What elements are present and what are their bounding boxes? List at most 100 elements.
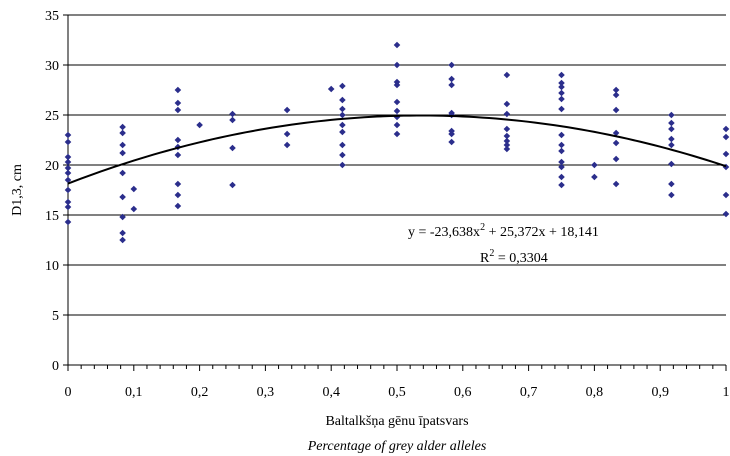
data-point xyxy=(130,185,138,193)
equation-exponent: 2 xyxy=(480,222,485,233)
data-point xyxy=(339,161,346,169)
data-point xyxy=(503,145,511,153)
data-point xyxy=(612,91,620,99)
x-axis-subtitle: Percentage of grey alder alleles xyxy=(307,439,487,454)
data-point xyxy=(174,136,182,144)
data-point xyxy=(503,100,511,108)
data-point xyxy=(119,229,126,237)
data-point xyxy=(722,125,730,133)
data-point xyxy=(558,95,565,103)
data-point xyxy=(558,181,565,189)
data-point xyxy=(393,78,401,86)
horizontal-gridlines xyxy=(68,14,726,316)
data-point xyxy=(393,130,401,138)
x-tick-label: 0,4 xyxy=(322,385,340,400)
data-point xyxy=(283,130,291,138)
data-point xyxy=(339,111,346,119)
trendline-equation: y = -23,638x2 + 25,372x + 18,141 xyxy=(408,222,599,240)
data-point xyxy=(119,129,126,137)
data-point xyxy=(558,79,565,87)
data-point xyxy=(393,61,401,69)
data-point xyxy=(722,210,730,218)
data-point xyxy=(722,163,730,171)
data-point xyxy=(119,169,126,177)
data-point xyxy=(668,135,675,143)
data-point xyxy=(64,131,72,139)
data-point xyxy=(668,141,675,149)
x-tick-label: 0,3 xyxy=(257,385,275,400)
data-point xyxy=(229,144,236,152)
data-point xyxy=(722,150,730,158)
y-tick-label: 5 xyxy=(52,309,59,324)
data-point xyxy=(119,149,126,157)
x-tick-label: 0,6 xyxy=(454,385,472,400)
data-point xyxy=(668,191,675,199)
data-point xyxy=(119,213,126,221)
data-point xyxy=(174,106,182,114)
data-point xyxy=(174,99,182,107)
y-tick-label: 20 xyxy=(45,159,59,174)
data-point xyxy=(130,205,138,213)
x-tick-label: 0,7 xyxy=(520,385,538,400)
data-point xyxy=(612,180,620,188)
data-point xyxy=(591,173,598,181)
data-point xyxy=(393,121,401,129)
data-point xyxy=(668,160,675,168)
data-point xyxy=(612,86,620,94)
data-point xyxy=(64,164,72,172)
data-point xyxy=(612,155,620,163)
data-point xyxy=(283,106,291,114)
y-tick-label: 10 xyxy=(45,259,59,274)
data-point xyxy=(558,89,565,97)
data-point xyxy=(612,139,620,147)
data-point xyxy=(393,107,401,115)
trendline xyxy=(67,114,727,185)
data-point xyxy=(503,110,511,118)
data-point xyxy=(119,236,126,244)
y-axis-title: D1,3, cm xyxy=(10,164,25,216)
data-point xyxy=(612,129,620,137)
data-point xyxy=(503,132,511,140)
data-point xyxy=(558,147,565,155)
data-point xyxy=(448,75,455,83)
data-point xyxy=(558,83,565,91)
data-point xyxy=(229,116,236,124)
data-point xyxy=(722,191,730,199)
data-point xyxy=(668,111,675,119)
data-point xyxy=(558,163,565,171)
data-point xyxy=(448,109,455,117)
data-point xyxy=(668,125,675,133)
r2-value: = 0,3304 xyxy=(494,251,547,266)
data-point xyxy=(558,141,565,149)
y-tick-label: 35 xyxy=(45,9,59,24)
data-point xyxy=(174,202,182,210)
data-point xyxy=(668,119,675,127)
data-point xyxy=(339,105,346,113)
data-point xyxy=(119,123,126,131)
x-tick-label: 0,5 xyxy=(388,385,406,400)
data-point xyxy=(558,173,565,181)
data-point xyxy=(64,176,72,184)
data-point xyxy=(64,158,72,166)
data-point xyxy=(722,133,730,141)
data-point xyxy=(64,186,72,194)
equation-part-a: y = -23,638x xyxy=(408,225,480,240)
r-squared-label: R2 = 0,3304 xyxy=(480,248,548,266)
x-axis-title: Baltalkšņa gēnu īpatsvars xyxy=(325,414,468,429)
data-point xyxy=(503,71,511,79)
x-tick-label: 0,2 xyxy=(191,385,209,400)
data-point xyxy=(64,169,72,177)
data-point xyxy=(64,153,72,161)
x-tick-label: 0,8 xyxy=(586,385,604,400)
data-point xyxy=(393,98,401,106)
data-point xyxy=(503,125,511,133)
data-point xyxy=(503,141,511,149)
data-point xyxy=(448,61,455,69)
y-tick-label: 0 xyxy=(52,359,59,374)
x-tick-label: 1 xyxy=(723,385,730,400)
y-tick-label: 30 xyxy=(45,59,59,74)
data-point xyxy=(119,193,126,201)
data-point xyxy=(668,180,675,188)
axis-ticks: 0 5 10 15 20 25 30 35 0 0,1 0,2 0,3 0,4 0,5 0,6 0,7 0,8 0… xyxy=(45,9,730,400)
data-point xyxy=(229,110,236,118)
